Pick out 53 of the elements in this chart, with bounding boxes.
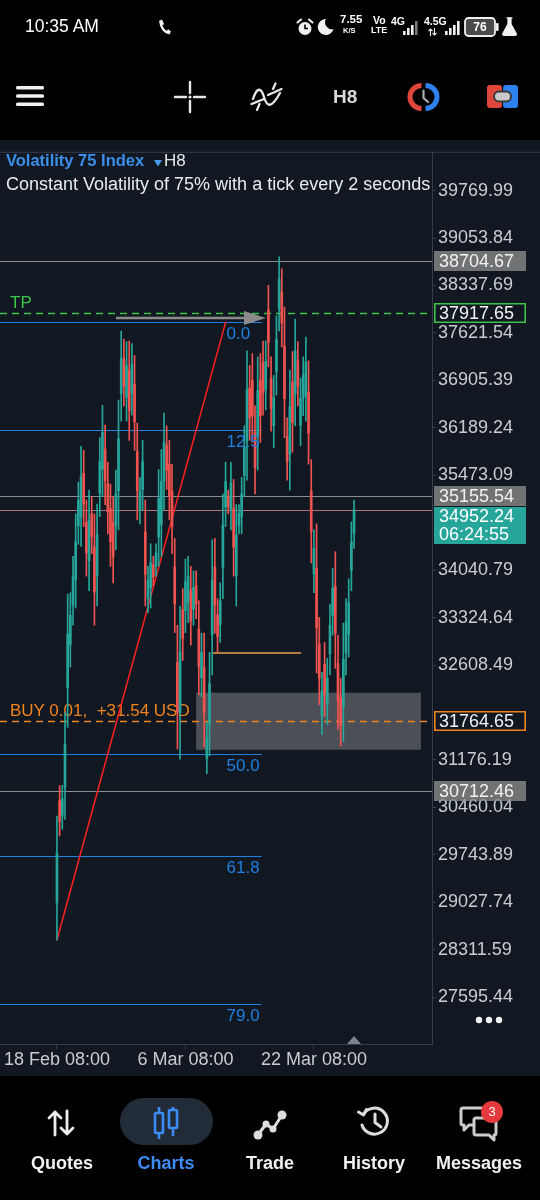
text: Vo [373,14,386,26]
text: LTE [371,25,388,35]
y-tick-label: 32608.49 [438,654,514,675]
annotation: 79.0 [226,1005,260,1025]
annotation: 0.0 [226,323,251,343]
candlestick [125,341,128,422]
candlestick [58,785,61,837]
chart-title: Volatility 75 Index [6,151,145,169]
y-tick-label: 35473.09 [438,464,514,485]
text: 76 [473,20,487,34]
annotation: 61.8 [226,857,260,877]
y-tick-label: 36905.39 [438,369,514,390]
text: Trade [245,1153,295,1173]
annotation: 50.0 [226,755,260,775]
ref-line-label: 37917.65 [439,302,515,323]
candlestick [232,479,235,577]
text: 3 [488,1104,496,1119]
y-tick-label: 33324.64 [438,606,514,627]
x-tick-label: 18 Feb 08:00 [3,1048,110,1069]
text: Quotes [30,1153,94,1173]
y-tick-label: 29743.89 [438,843,514,864]
text: 06:24:55 [439,523,510,544]
y-tick-label: 27595.44 [438,986,514,1007]
text: 7.55 [340,13,363,26]
candlestick [291,351,294,453]
x-tick-label: 22 Mar 08:00 [260,1048,367,1069]
y-tick-label: 37621.54 [438,321,514,342]
y-tick-label: 29027.74 [438,891,514,912]
candlestick [149,543,152,609]
ref-line-label: 34952.24 [439,505,515,526]
annotation: TP [10,292,32,312]
y-tick-label: 36189.24 [438,416,514,437]
y-tick-label: 38337.69 [438,274,514,295]
text: 4G [391,15,406,27]
y-tick-label: 39053.84 [438,226,514,247]
text: 4.5G [424,15,447,27]
text: Charts [137,1153,195,1173]
text: H8 [333,86,358,107]
text: Constant Volatility of 75% with a tick every 2 seconds [6,174,431,194]
text: Messages [435,1153,523,1173]
text: 10:35 AM [25,16,99,36]
y-tick-label: 31176.19 [438,748,512,769]
candlestick [323,642,326,717]
candlestick [200,632,203,698]
text: History [342,1153,406,1173]
annotation: H8 [164,151,186,170]
y-tick-label: 39769.99 [438,179,514,200]
x-tick-label: 6 Mar 08:00 [137,1048,234,1069]
ref-line-label: 38704.67 [439,250,515,271]
y-tick-label: 28311.59 [438,938,512,959]
ref-line-label: 31764.65 [439,710,515,731]
y-tick-label: 34040.79 [438,559,514,580]
ref-line-label: 35155.54 [439,485,515,506]
